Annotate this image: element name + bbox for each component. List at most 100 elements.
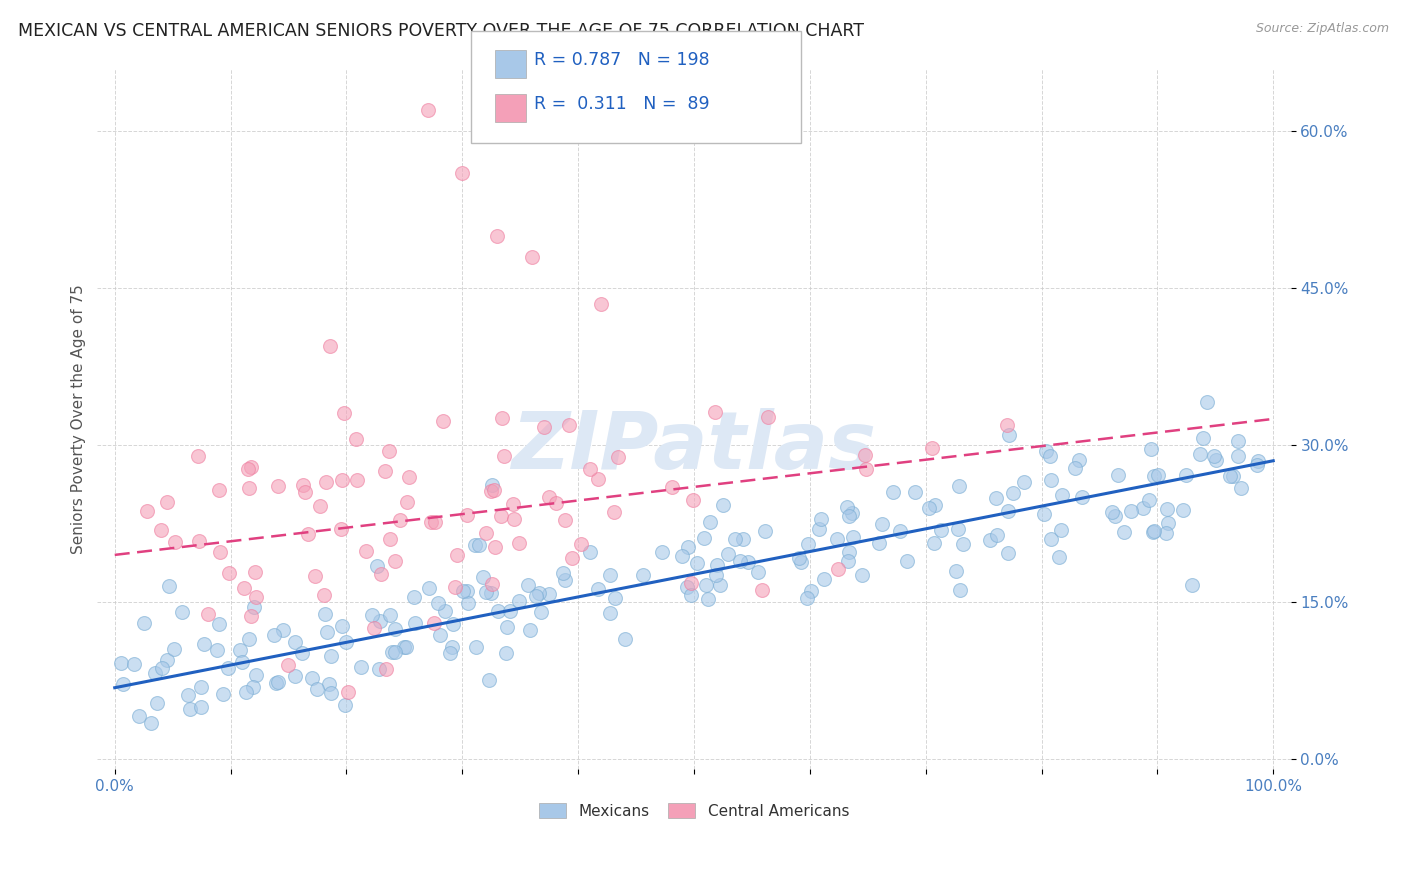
Point (1107, 468, 1129, 483)
Point (236, 461, 259, 475)
Point (661, 480, 683, 494)
Point (527, 586, 550, 600)
Point (337, 684, 360, 698)
Point (519, 624, 541, 638)
Point (335, 635, 357, 649)
Point (368, 614, 391, 628)
Point (1156, 502, 1178, 516)
Point (374, 464, 396, 478)
Point (1219, 469, 1241, 483)
Point (475, 526, 498, 541)
Point (1181, 578, 1204, 592)
Point (948, 479, 970, 493)
Point (1142, 525, 1164, 540)
Legend: Mexicans, Central Americans: Mexicans, Central Americans (533, 797, 855, 825)
Point (190, 680, 212, 694)
Point (1001, 486, 1024, 500)
Point (711, 498, 734, 512)
Point (800, 584, 823, 599)
Point (330, 619, 353, 633)
Point (810, 512, 832, 526)
Point (316, 625, 339, 640)
Point (315, 475, 337, 490)
Point (451, 166, 474, 180)
Point (1197, 395, 1219, 409)
Point (478, 673, 501, 687)
Point (464, 640, 486, 654)
Point (267, 479, 290, 493)
Point (128, 708, 150, 723)
Point (197, 607, 219, 621)
Point (1246, 458, 1268, 472)
Point (1143, 524, 1166, 539)
Point (837, 500, 859, 515)
Point (945, 565, 967, 579)
Text: R = 0.787   N = 198: R = 0.787 N = 198 (534, 51, 710, 69)
Point (733, 532, 755, 546)
Point (319, 648, 342, 663)
Point (751, 582, 773, 597)
Point (1132, 501, 1154, 516)
Point (301, 671, 323, 685)
Point (591, 297, 613, 311)
Point (481, 585, 503, 599)
Point (354, 544, 377, 558)
Point (747, 566, 769, 580)
Point (378, 532, 401, 546)
Point (569, 537, 592, 551)
Point (187, 533, 209, 548)
Point (297, 527, 319, 541)
Point (481, 483, 503, 498)
Point (838, 545, 860, 559)
Point (679, 576, 702, 591)
Point (156, 494, 179, 508)
Point (232, 581, 254, 595)
Point (143, 665, 166, 680)
Point (1063, 460, 1085, 475)
Point (472, 569, 495, 583)
Point (426, 596, 449, 610)
Point (319, 686, 342, 700)
Point (350, 660, 373, 674)
Text: ZIPatlas: ZIPatlas (512, 408, 876, 486)
Point (384, 554, 406, 568)
Point (997, 546, 1019, 560)
Point (918, 501, 941, 516)
Point (157, 579, 180, 593)
Point (613, 632, 636, 646)
Point (841, 506, 863, 520)
Point (370, 567, 392, 582)
Point (837, 554, 859, 568)
Point (263, 628, 285, 642)
Point (446, 548, 468, 562)
Point (695, 577, 717, 591)
Point (682, 493, 704, 508)
Point (754, 524, 776, 539)
Point (827, 562, 849, 576)
Point (378, 444, 401, 458)
Point (797, 537, 820, 551)
Point (240, 459, 263, 474)
Point (737, 555, 759, 569)
Point (242, 680, 264, 694)
Point (603, 505, 626, 519)
Point (344, 432, 367, 446)
Point (537, 587, 560, 601)
Point (842, 530, 865, 544)
Point (333, 698, 356, 712)
Point (1202, 449, 1225, 463)
Point (187, 450, 209, 464)
Point (494, 449, 516, 463)
Point (787, 551, 810, 566)
Point (1229, 481, 1251, 495)
Point (110, 657, 132, 671)
Point (533, 420, 555, 434)
Point (855, 462, 877, 476)
Point (228, 642, 250, 657)
Point (208, 616, 231, 631)
Point (998, 428, 1021, 442)
Point (1227, 449, 1250, 463)
Point (889, 524, 911, 538)
Point (502, 512, 524, 526)
Point (1171, 503, 1194, 517)
